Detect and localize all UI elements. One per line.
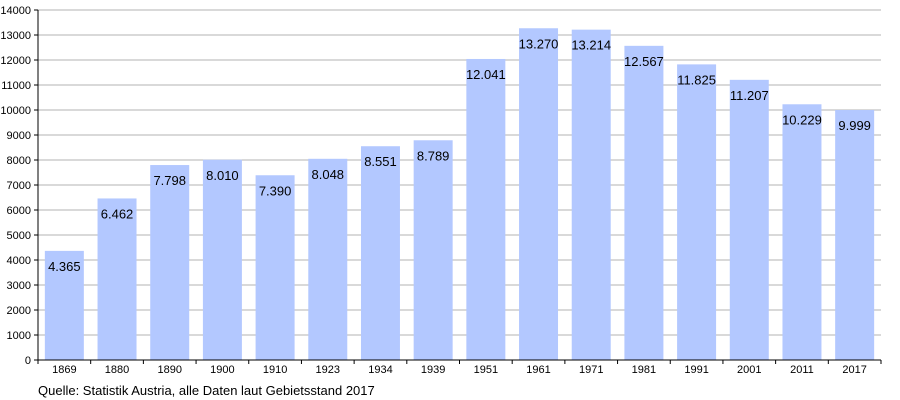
bars [44,28,875,361]
x-tick-label: 1951 [474,364,498,376]
y-axis-ticks: 0 1000 2000 3000 4000 5000 6000 7000 8000 9000 100… [0,5,38,367]
y-tick-label: 6000 [7,205,31,217]
bar [308,158,348,360]
y-tick-label: 13000 [0,30,31,42]
bar [466,58,506,360]
x-tick-label: 1981 [632,364,656,376]
x-tick-label: 1900 [210,364,234,376]
x-tick-label: 1923 [316,364,340,376]
x-tick-label: 2017 [842,364,866,376]
x-axis-ticks: 1869 1880 1890 1900 1910 1923 1934 1939 1951 1961… [37,360,882,376]
y-tick-label: 12000 [0,55,31,67]
bar [519,28,559,360]
data-label: 8.010 [206,168,239,183]
y-tick-label: 0 [25,355,31,367]
y-tick-label: 14000 [0,5,31,17]
y-tick-label: 5000 [7,230,31,242]
bar [413,140,453,360]
x-tick-label: 1910 [263,364,287,376]
y-tick-label: 3000 [7,280,31,292]
bar [624,45,664,360]
source-note: Quelle: Statistik Austria, alle Daten la… [38,383,375,398]
data-label: 12.041 [466,67,506,82]
data-label: 7.798 [153,173,186,188]
bar [44,250,84,360]
data-label: 6.462 [101,206,134,221]
x-tick-label: 1869 [52,364,76,376]
bar [202,159,242,360]
x-tick-label: 1880 [105,364,129,376]
bar [782,104,822,361]
data-label: 7.390 [259,183,292,198]
x-tick-label: 1934 [368,364,392,376]
y-tick-label: 11000 [1,80,31,92]
data-label: 8.551 [364,154,397,169]
bar [729,79,769,360]
data-label: 11.207 [730,88,769,103]
y-tick-label: 7000 [7,180,31,192]
data-label: 13.214 [571,38,611,53]
y-tick-label: 10000 [0,105,31,117]
bar [97,198,137,360]
bar [150,165,190,360]
axes [37,10,881,361]
bar [255,175,295,360]
y-tick-label: 4000 [7,255,31,267]
bar [571,29,611,361]
x-tick-label: 2001 [737,364,761,376]
y-tick-label: 8000 [7,155,31,167]
data-labels: 4.365 6.462 7.798 8.010 7.390 8.048 8.551 8.789… [48,36,871,274]
x-tick-label: 1961 [526,364,550,376]
x-tick-label: 1939 [421,364,445,376]
y-tick-label: 9000 [7,130,31,142]
y-tick-label: 2000 [7,305,31,317]
bar [360,146,400,360]
y-tick-label: 1000 [7,330,31,342]
data-label: 4.365 [48,259,81,274]
x-tick-label: 1991 [684,364,708,376]
data-label: 9.999 [838,118,871,133]
data-label: 8.789 [417,148,450,163]
data-label: 8.048 [312,167,345,182]
data-label: 13.270 [519,36,559,51]
bar [677,64,717,360]
x-tick-label: 1890 [157,364,181,376]
bar [835,110,875,361]
data-label: 12.567 [624,54,664,69]
data-label: 11.825 [677,72,716,87]
x-tick-label: 1971 [579,364,603,376]
x-tick-label: 2011 [790,364,814,376]
data-label: 10.229 [782,112,822,127]
